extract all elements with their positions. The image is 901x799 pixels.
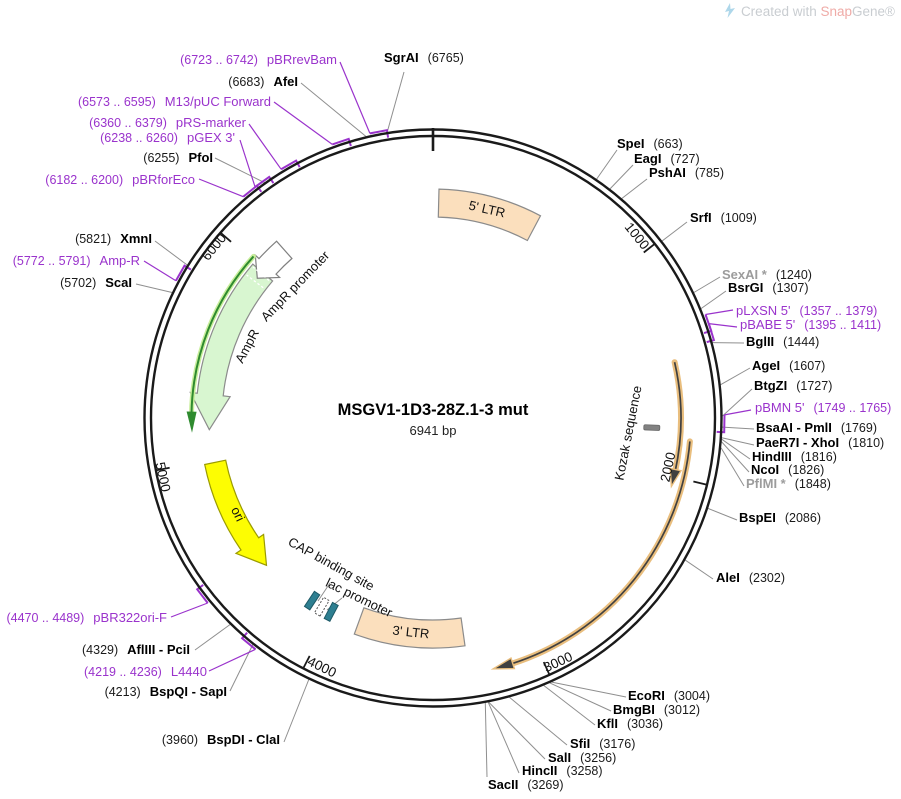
enzyme-label-sfii[interactable]: SfiI (3176) — [570, 736, 636, 752]
enzyme-label-bspei[interactable]: BspEI (2086) — [739, 510, 821, 526]
enzyme-label-afliii-pcii[interactable]: (4329) AflIII - PciI — [82, 642, 190, 658]
enzyme-label-bsrgi[interactable]: BsrGI (1307) — [728, 280, 809, 296]
primer-label-pbrrevbam[interactable]: (6723 .. 6742) pBRrevBam — [180, 52, 337, 68]
enzyme-label-kfli[interactable]: KflI (3036) — [597, 716, 664, 732]
primer-site-tick[interactable] — [242, 184, 263, 198]
plasmid-name: MSGV1-1D3-28Z.1-3 mut — [337, 401, 529, 419]
primer-label-pgex-3[interactable]: (6238 .. 6260) pGEX 3' — [100, 130, 235, 146]
enzyme-label-btgzi[interactable]: BtgZI (1727) — [754, 378, 833, 394]
enzyme-label-pshai[interactable]: PshAI (785) — [649, 165, 725, 181]
feature-cap-binding-box[interactable] — [303, 590, 321, 611]
feature-ampr-arrow[interactable] — [189, 263, 274, 431]
watermark-text: Created with SnapGene® — [740, 3, 895, 19]
feature-ori-arrow[interactable] — [203, 459, 268, 567]
enzyme-label-scai[interactable]: (5702) ScaI — [60, 275, 132, 291]
primer-site-tick[interactable] — [716, 414, 726, 434]
primer-site-tick[interactable] — [369, 129, 390, 138]
feature-3-ltr-box[interactable] — [353, 607, 466, 649]
primer-label-pbabe-5[interactable]: pBABE 5' (1395 .. 1411) — [740, 317, 882, 333]
enzyme-label-hindiii[interactable]: HindIII (1816) — [752, 449, 837, 465]
primer-label-plxsn-5[interactable]: pLXSN 5' (1357 .. 1379) — [736, 303, 878, 319]
enzyme-label-bglii[interactable]: BglII (1444) — [746, 334, 820, 350]
primer-label-prs-marker[interactable]: (6360 .. 6379) pRS-marker — [89, 115, 246, 131]
feature-5-ltr-box[interactable] — [437, 188, 542, 242]
enzyme-label-xmni[interactable]: (5821) XmnI — [75, 231, 152, 247]
primer-site-tick[interactable] — [240, 632, 257, 651]
feature-kozak-tick[interactable] — [643, 424, 661, 431]
snapgene-logo-icon — [724, 3, 735, 18]
enzyme-label-bspdi-clai[interactable]: (3960) BspDI - ClaI — [161, 732, 280, 748]
feature-cds-arrow-1[interactable] — [669, 467, 683, 489]
feature-lac-box[interactable] — [323, 601, 339, 623]
enzyme-label-sali[interactable]: SalI (3256) — [548, 750, 617, 766]
primer-label-l4440[interactable]: (4219 .. 4236) L4440 — [84, 664, 207, 680]
enzyme-label-ecori[interactable]: EcoRI (3004) — [628, 688, 710, 704]
snapgene-watermark: Created with SnapGene® — [724, 3, 895, 19]
enzyme-label-pflmi[interactable]: PflMI * (1848) — [746, 476, 831, 492]
primer-label-pbrforeco[interactable]: (6182 .. 6200) pBRforEco — [45, 172, 195, 188]
green-arrowhead — [186, 411, 197, 433]
enzyme-label-pfoi[interactable]: (6255) PfoI — [143, 150, 213, 166]
feature-cds-arrow-2[interactable] — [490, 657, 516, 670]
enzyme-label-sexai[interactable]: SexAI * (1240) — [722, 267, 812, 283]
enzyme-label-bmgbi[interactable]: BmgBI (3012) — [613, 702, 701, 718]
primer-site-tick[interactable] — [175, 264, 192, 282]
primer-site-tick[interactable] — [280, 159, 301, 171]
enzyme-label-spei[interactable]: SpeI (663) — [617, 136, 683, 152]
enzyme-label-srfi[interactable]: SrfI (1009) — [690, 210, 757, 226]
enzyme-label-afei[interactable]: (6683) AfeI — [228, 74, 298, 90]
primer-label-amp-r[interactable]: (5772 .. 5791) Amp-R — [12, 253, 140, 269]
enzyme-label-bsaai-pmli[interactable]: BsaAI - PmlI (1769) — [756, 420, 877, 436]
primer-site-tick[interactable] — [195, 584, 209, 604]
enzyme-label-agei[interactable]: AgeI (1607) — [752, 358, 826, 374]
primer-site-tick[interactable] — [331, 137, 352, 147]
enzyme-label-paer7i-xhoi[interactable]: PaeR7I - XhoI (1810) — [756, 435, 885, 451]
primer-site-tick[interactable] — [706, 323, 716, 344]
feature-lac-promoter-box[interactable] — [313, 596, 330, 617]
enzyme-label-sacii[interactable]: SacII (3269) — [488, 777, 564, 793]
feature-ampr-promoter-arrow[interactable] — [254, 240, 293, 279]
plasmid-title-block: MSGV1-1D3-28Z.1-3 mut 6941 bp — [338, 401, 529, 438]
enzyme-label-eagi[interactable]: EagI (727) — [634, 151, 700, 167]
enzyme-label-alei[interactable]: AleI (2302) — [716, 570, 785, 586]
primer-label-m13-puc-forward[interactable]: (6573 .. 6595) M13/pUC Forward — [77, 94, 271, 110]
primer-label-pbr322ori-f[interactable]: (4470 .. 4489) pBR322ori-F — [6, 610, 167, 626]
enzyme-label-bspqi-sapi[interactable]: (4213) BspQI - SapI — [104, 684, 227, 700]
enzyme-label-sgrai[interactable]: SgrAI (6765) — [384, 50, 464, 66]
primer-site-tick[interactable] — [254, 175, 275, 188]
enzyme-label-hincii[interactable]: HincII (3258) — [522, 763, 603, 779]
primer-label-pbmn-5[interactable]: pBMN 5' (1749 .. 1765) — [755, 400, 892, 416]
plasmid-size: 6941 bp — [409, 423, 457, 438]
enzyme-label-ncoi[interactable]: NcoI (1826) — [751, 462, 825, 478]
